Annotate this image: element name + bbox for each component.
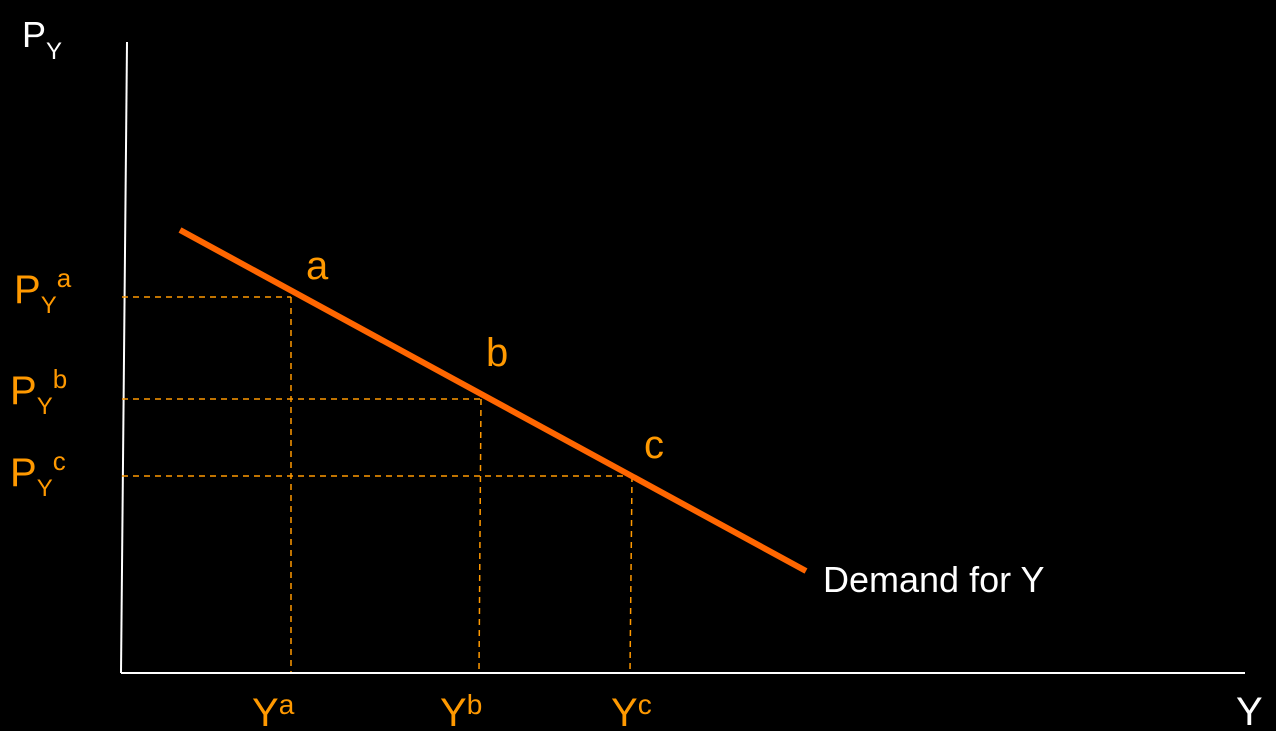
demand-curve [178,227,808,574]
x-axis-label: Y [1236,690,1263,731]
quantity-label-b: Yb [440,689,482,731]
price-label-a-superscript: a [57,263,72,293]
price-label-b-subscript: Y [37,393,53,420]
price-label-a-subscript: Y [41,292,57,319]
point-label-b: b [486,331,508,375]
y-axis-label-subscript: Y [46,38,62,65]
y-axis [120,41,128,674]
price-label-c-subscript: Y [37,475,53,502]
point-label-a: a [306,244,329,288]
price-label-a: PYa [14,263,72,319]
guide-vertical-b [478,398,482,673]
price-label-a-main: P [14,268,41,312]
quantity-label-c-superscript: c [638,689,652,720]
point-label-c: c [644,423,664,467]
y-axis-label: PY [22,14,62,65]
y-axis-label-main: P [22,14,46,55]
price-label-c-main: P [10,451,37,495]
axes [120,41,1245,674]
quantity-label-a: Ya [252,689,295,731]
quantity-label-a-superscript: a [279,689,295,720]
demand-curve-label: Demand for Y [823,559,1044,600]
quantity-label-b-superscript: b [467,689,483,720]
guide-vertical-c [629,475,633,673]
price-label-c-superscript: c [53,446,66,476]
quantity-label-a-main: Y [252,691,279,731]
quantity-label-b-main: Y [440,691,467,731]
price-label-c: PYc [10,446,66,502]
quantity-label-c: Yc [611,689,652,731]
price-label-b-superscript: b [53,364,67,394]
price-label-b: PYb [10,364,67,420]
price-label-b-main: P [10,369,37,413]
guide-lines [122,296,633,673]
quantity-label-c-main: Y [611,691,638,731]
